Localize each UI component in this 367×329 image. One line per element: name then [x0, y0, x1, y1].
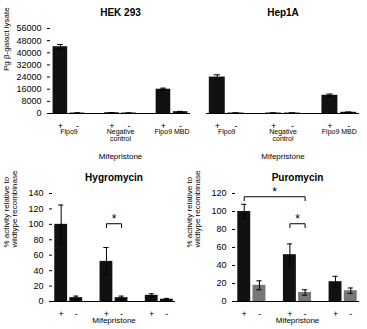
svg-text:HEK 293: HEK 293 — [100, 7, 141, 18]
svg-text:56000: 56000 — [16, 23, 41, 33]
svg-text:% activity relative towildtype: % activity relative towildtype recombina… — [2, 170, 19, 248]
svg-text:40: 40 — [216, 260, 226, 270]
svg-text:Mifepristone: Mifepristone — [92, 316, 136, 325]
svg-text:40000: 40000 — [16, 48, 41, 58]
svg-text:20: 20 — [33, 281, 43, 291]
svg-text:24000: 24000 — [16, 72, 41, 82]
svg-text:0: 0 — [38, 296, 43, 306]
svg-text:Flpo9: Flpo9 — [218, 128, 236, 136]
svg-text:0: 0 — [36, 108, 41, 118]
svg-text:Mifepristone: Mifepristone — [261, 152, 305, 161]
svg-text:+: + — [149, 309, 154, 319]
svg-text:-: - — [349, 309, 352, 319]
svg-text:60: 60 — [216, 242, 226, 252]
svg-text:140: 140 — [28, 188, 43, 198]
svg-text:Mifepristone: Mifepristone — [276, 316, 320, 325]
svg-text:Hygromycin: Hygromycin — [85, 172, 143, 183]
svg-text:8000: 8000 — [21, 96, 41, 106]
svg-text:Negativecontrol: Negativecontrol — [107, 128, 135, 142]
svg-text:-: - — [258, 309, 261, 319]
svg-text:+: + — [59, 309, 64, 319]
svg-text:48000: 48000 — [16, 36, 41, 46]
svg-text:Hep1A: Hep1A — [267, 7, 299, 18]
svg-text:-: - — [75, 309, 78, 319]
svg-text:80: 80 — [216, 224, 226, 234]
svg-text:Negativecontrol: Negativecontrol — [269, 128, 297, 142]
svg-text:Pg β-galact lysate: Pg β-galact lysate — [2, 7, 11, 71]
svg-text:-: - — [165, 309, 168, 319]
svg-text:120: 120 — [28, 204, 43, 214]
svg-text:% activity relative towildtype: % activity relative towildtype recombina… — [185, 170, 202, 248]
svg-text:120: 120 — [211, 188, 226, 198]
svg-text:16000: 16000 — [16, 84, 41, 94]
svg-text:Mifepristone: Mifepristone — [99, 152, 143, 161]
svg-text:80: 80 — [33, 235, 43, 245]
svg-text:+: + — [333, 309, 338, 319]
svg-text:*: * — [272, 185, 277, 199]
svg-text:Puromycin: Puromycin — [272, 172, 324, 183]
svg-text:100: 100 — [28, 219, 43, 229]
svg-text:40: 40 — [33, 266, 43, 276]
svg-text:0: 0 — [221, 296, 226, 306]
svg-text:*: * — [112, 212, 117, 226]
svg-text:Flpo9: Flpo9 — [60, 128, 78, 136]
svg-text:60: 60 — [33, 250, 43, 260]
svg-text:20: 20 — [216, 278, 226, 288]
svg-text:100: 100 — [211, 206, 226, 216]
svg-text:Flpo9 MBD: Flpo9 MBD — [322, 128, 357, 136]
svg-text:32000: 32000 — [16, 60, 41, 70]
svg-text:*: * — [295, 212, 300, 226]
svg-text:+: + — [242, 309, 247, 319]
svg-text:Flpo9 MBD: Flpo9 MBD — [155, 128, 190, 136]
